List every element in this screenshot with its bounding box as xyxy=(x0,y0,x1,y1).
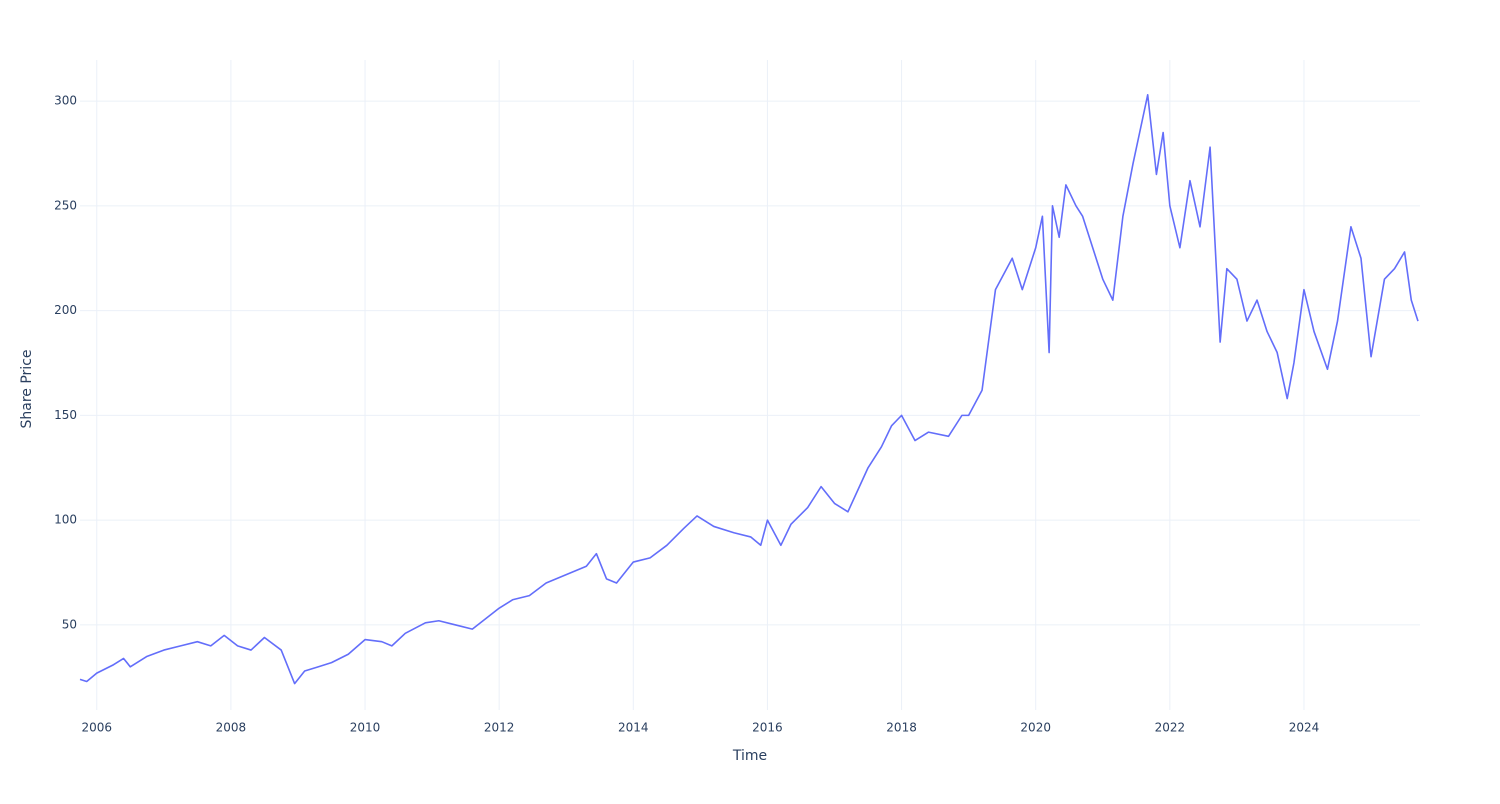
y-tick-label: 300 xyxy=(54,94,77,108)
grid xyxy=(80,60,1420,710)
y-tick-label: 250 xyxy=(54,198,77,212)
x-tick-label: 2020 xyxy=(1020,721,1051,735)
x-tick-label: 2018 xyxy=(886,721,917,735)
x-axis-title: Time xyxy=(732,748,767,764)
line xyxy=(79,93,1419,685)
y-tick-label: 100 xyxy=(54,513,77,527)
x-tick-label: 2014 xyxy=(618,721,649,735)
x-tick-label: 2008 xyxy=(216,721,247,735)
x-tick-label: 2012 xyxy=(484,721,515,735)
x-tick-label: 2016 xyxy=(752,721,783,735)
y-tick-label: 150 xyxy=(54,408,77,422)
y-tick-label: 200 xyxy=(54,303,77,317)
x-tick-label: 2024 xyxy=(1289,721,1320,735)
y-axis-title: Share Price xyxy=(19,349,35,428)
x-tick-label: 2010 xyxy=(350,721,381,735)
x-tick-label: 2022 xyxy=(1155,721,1186,735)
y-tick-label: 50 xyxy=(62,617,77,631)
x-tick-label: 2006 xyxy=(81,721,112,735)
